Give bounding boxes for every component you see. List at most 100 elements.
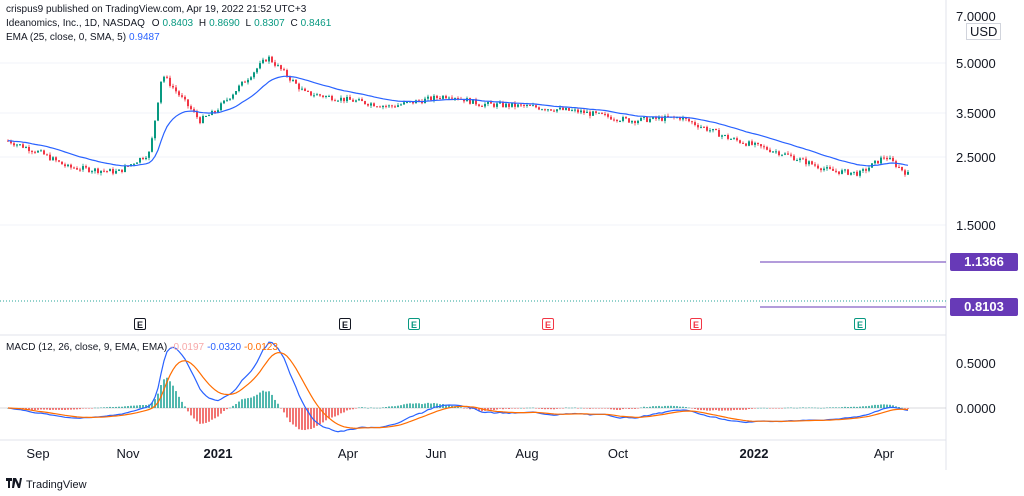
macd-hist-bar bbox=[355, 408, 357, 409]
macd-hist-bar bbox=[460, 407, 462, 408]
macd-hist-bar bbox=[238, 401, 240, 408]
candle-body bbox=[262, 59, 264, 64]
candle-body bbox=[688, 118, 690, 122]
candle-body bbox=[175, 87, 177, 92]
macd-hist-bar bbox=[502, 408, 504, 410]
macd-hist-bar bbox=[34, 408, 36, 411]
candle-body bbox=[310, 91, 312, 96]
macd-hist-bar bbox=[574, 407, 576, 409]
candle-body bbox=[346, 96, 348, 102]
candle-body bbox=[514, 103, 516, 107]
candle-body bbox=[403, 102, 405, 105]
candle-body bbox=[160, 81, 162, 103]
macd-hist-bar bbox=[904, 408, 906, 409]
candle-body bbox=[52, 157, 54, 161]
candle-body bbox=[832, 168, 834, 171]
macd-hist-bar bbox=[43, 408, 45, 410]
candle-body bbox=[385, 105, 387, 107]
macd-hist-bar bbox=[253, 396, 255, 408]
macd-hist-bar bbox=[601, 408, 603, 409]
macd-hist-bar bbox=[295, 408, 297, 427]
macd-hist-bar bbox=[232, 405, 234, 408]
candle-body bbox=[37, 150, 39, 153]
macd-hist-bar bbox=[811, 407, 813, 409]
macd-hist-bar bbox=[208, 408, 210, 422]
macd-hist-bar bbox=[778, 408, 780, 409]
macd-hist-bar bbox=[760, 407, 762, 409]
ema-legend[interactable]: EMA (25, close, 0, SMA, 5) 0.9487 bbox=[6, 32, 160, 44]
candle-body bbox=[454, 97, 456, 99]
macd-hist-bar bbox=[181, 401, 183, 408]
macd-hist-bar bbox=[313, 408, 315, 428]
candle-body bbox=[445, 95, 447, 99]
candle-body bbox=[127, 165, 129, 167]
macd-hist-bar bbox=[715, 408, 717, 411]
candle-body bbox=[604, 113, 606, 115]
macd-hist-bar bbox=[349, 408, 351, 410]
macd-hist-bar bbox=[496, 408, 498, 410]
candle-body bbox=[625, 117, 627, 119]
candle-body bbox=[172, 85, 174, 88]
candle-body bbox=[883, 157, 885, 159]
earnings-marker[interactable]: E bbox=[542, 318, 554, 330]
macd-hist-bar bbox=[625, 408, 627, 409]
time-tick: 2021 bbox=[203, 446, 233, 461]
candle-body bbox=[67, 164, 69, 167]
candle-body bbox=[592, 111, 594, 116]
candle-body bbox=[526, 104, 528, 106]
candle-body bbox=[256, 68, 258, 73]
macd-hist-bar bbox=[487, 408, 489, 410]
earnings-marker[interactable]: E bbox=[690, 318, 702, 330]
macd-hist-bar bbox=[784, 407, 786, 409]
candle-body bbox=[904, 170, 906, 175]
candle-body bbox=[88, 167, 90, 172]
macd-hist-bar bbox=[781, 408, 783, 409]
candle-body bbox=[370, 103, 372, 106]
candle-body bbox=[811, 161, 813, 165]
currency-label[interactable]: USD bbox=[966, 23, 1002, 40]
macd-hist-bar bbox=[412, 403, 414, 408]
macd-legend[interactable]: MACD (12, 26, close, 9, EMA, EMA) -0.0197… bbox=[6, 342, 278, 354]
candle-body bbox=[10, 140, 12, 144]
symbol-title[interactable]: Ideanomics, Inc., 1D, NASDAQ bbox=[6, 18, 145, 29]
earnings-marker[interactable]: E bbox=[408, 318, 420, 330]
macd-hist-bar bbox=[736, 408, 738, 410]
macd-hist-bar bbox=[865, 406, 867, 408]
macd-hist-bar bbox=[517, 408, 519, 409]
macd-hist-bar bbox=[202, 408, 204, 424]
macd-hist-bar bbox=[205, 408, 207, 423]
candle-body bbox=[661, 117, 663, 121]
macd-hist-bar bbox=[319, 408, 321, 425]
earnings-marker[interactable]: E bbox=[339, 318, 351, 330]
candle-body bbox=[538, 107, 540, 110]
candle-body bbox=[298, 83, 300, 90]
macd-hist-bar bbox=[331, 408, 333, 418]
macd-hist-bar bbox=[382, 407, 384, 408]
candle-body bbox=[406, 101, 408, 103]
macd-hist-bar bbox=[337, 408, 339, 416]
candle-body bbox=[292, 79, 294, 81]
tradingview-logo[interactable]: TradingView bbox=[6, 478, 87, 491]
candle-body bbox=[331, 95, 333, 101]
candle-body bbox=[859, 170, 861, 176]
macd-hist-bar bbox=[616, 408, 618, 410]
earnings-marker[interactable]: E bbox=[134, 318, 146, 330]
macd-hist-bar bbox=[196, 408, 198, 422]
macd-histogram bbox=[7, 377, 909, 431]
macd-hist-bar bbox=[199, 408, 201, 424]
candle-body bbox=[340, 97, 342, 101]
earnings-marker[interactable]: E bbox=[854, 318, 866, 330]
macd-hist-bar bbox=[862, 406, 864, 408]
candle-body bbox=[472, 99, 474, 104]
macd-hist-bar bbox=[733, 408, 735, 411]
macd-hist-bar bbox=[178, 396, 180, 408]
macd-hist-bar bbox=[361, 407, 363, 408]
time-tick: Oct bbox=[607, 446, 629, 461]
candle-body bbox=[382, 105, 384, 108]
candle-body bbox=[694, 122, 696, 125]
macd-hist-bar bbox=[184, 406, 186, 408]
macd-hist-bar bbox=[235, 404, 237, 408]
macd-hist-bar bbox=[415, 403, 417, 408]
macd-hist-bar bbox=[400, 405, 402, 408]
